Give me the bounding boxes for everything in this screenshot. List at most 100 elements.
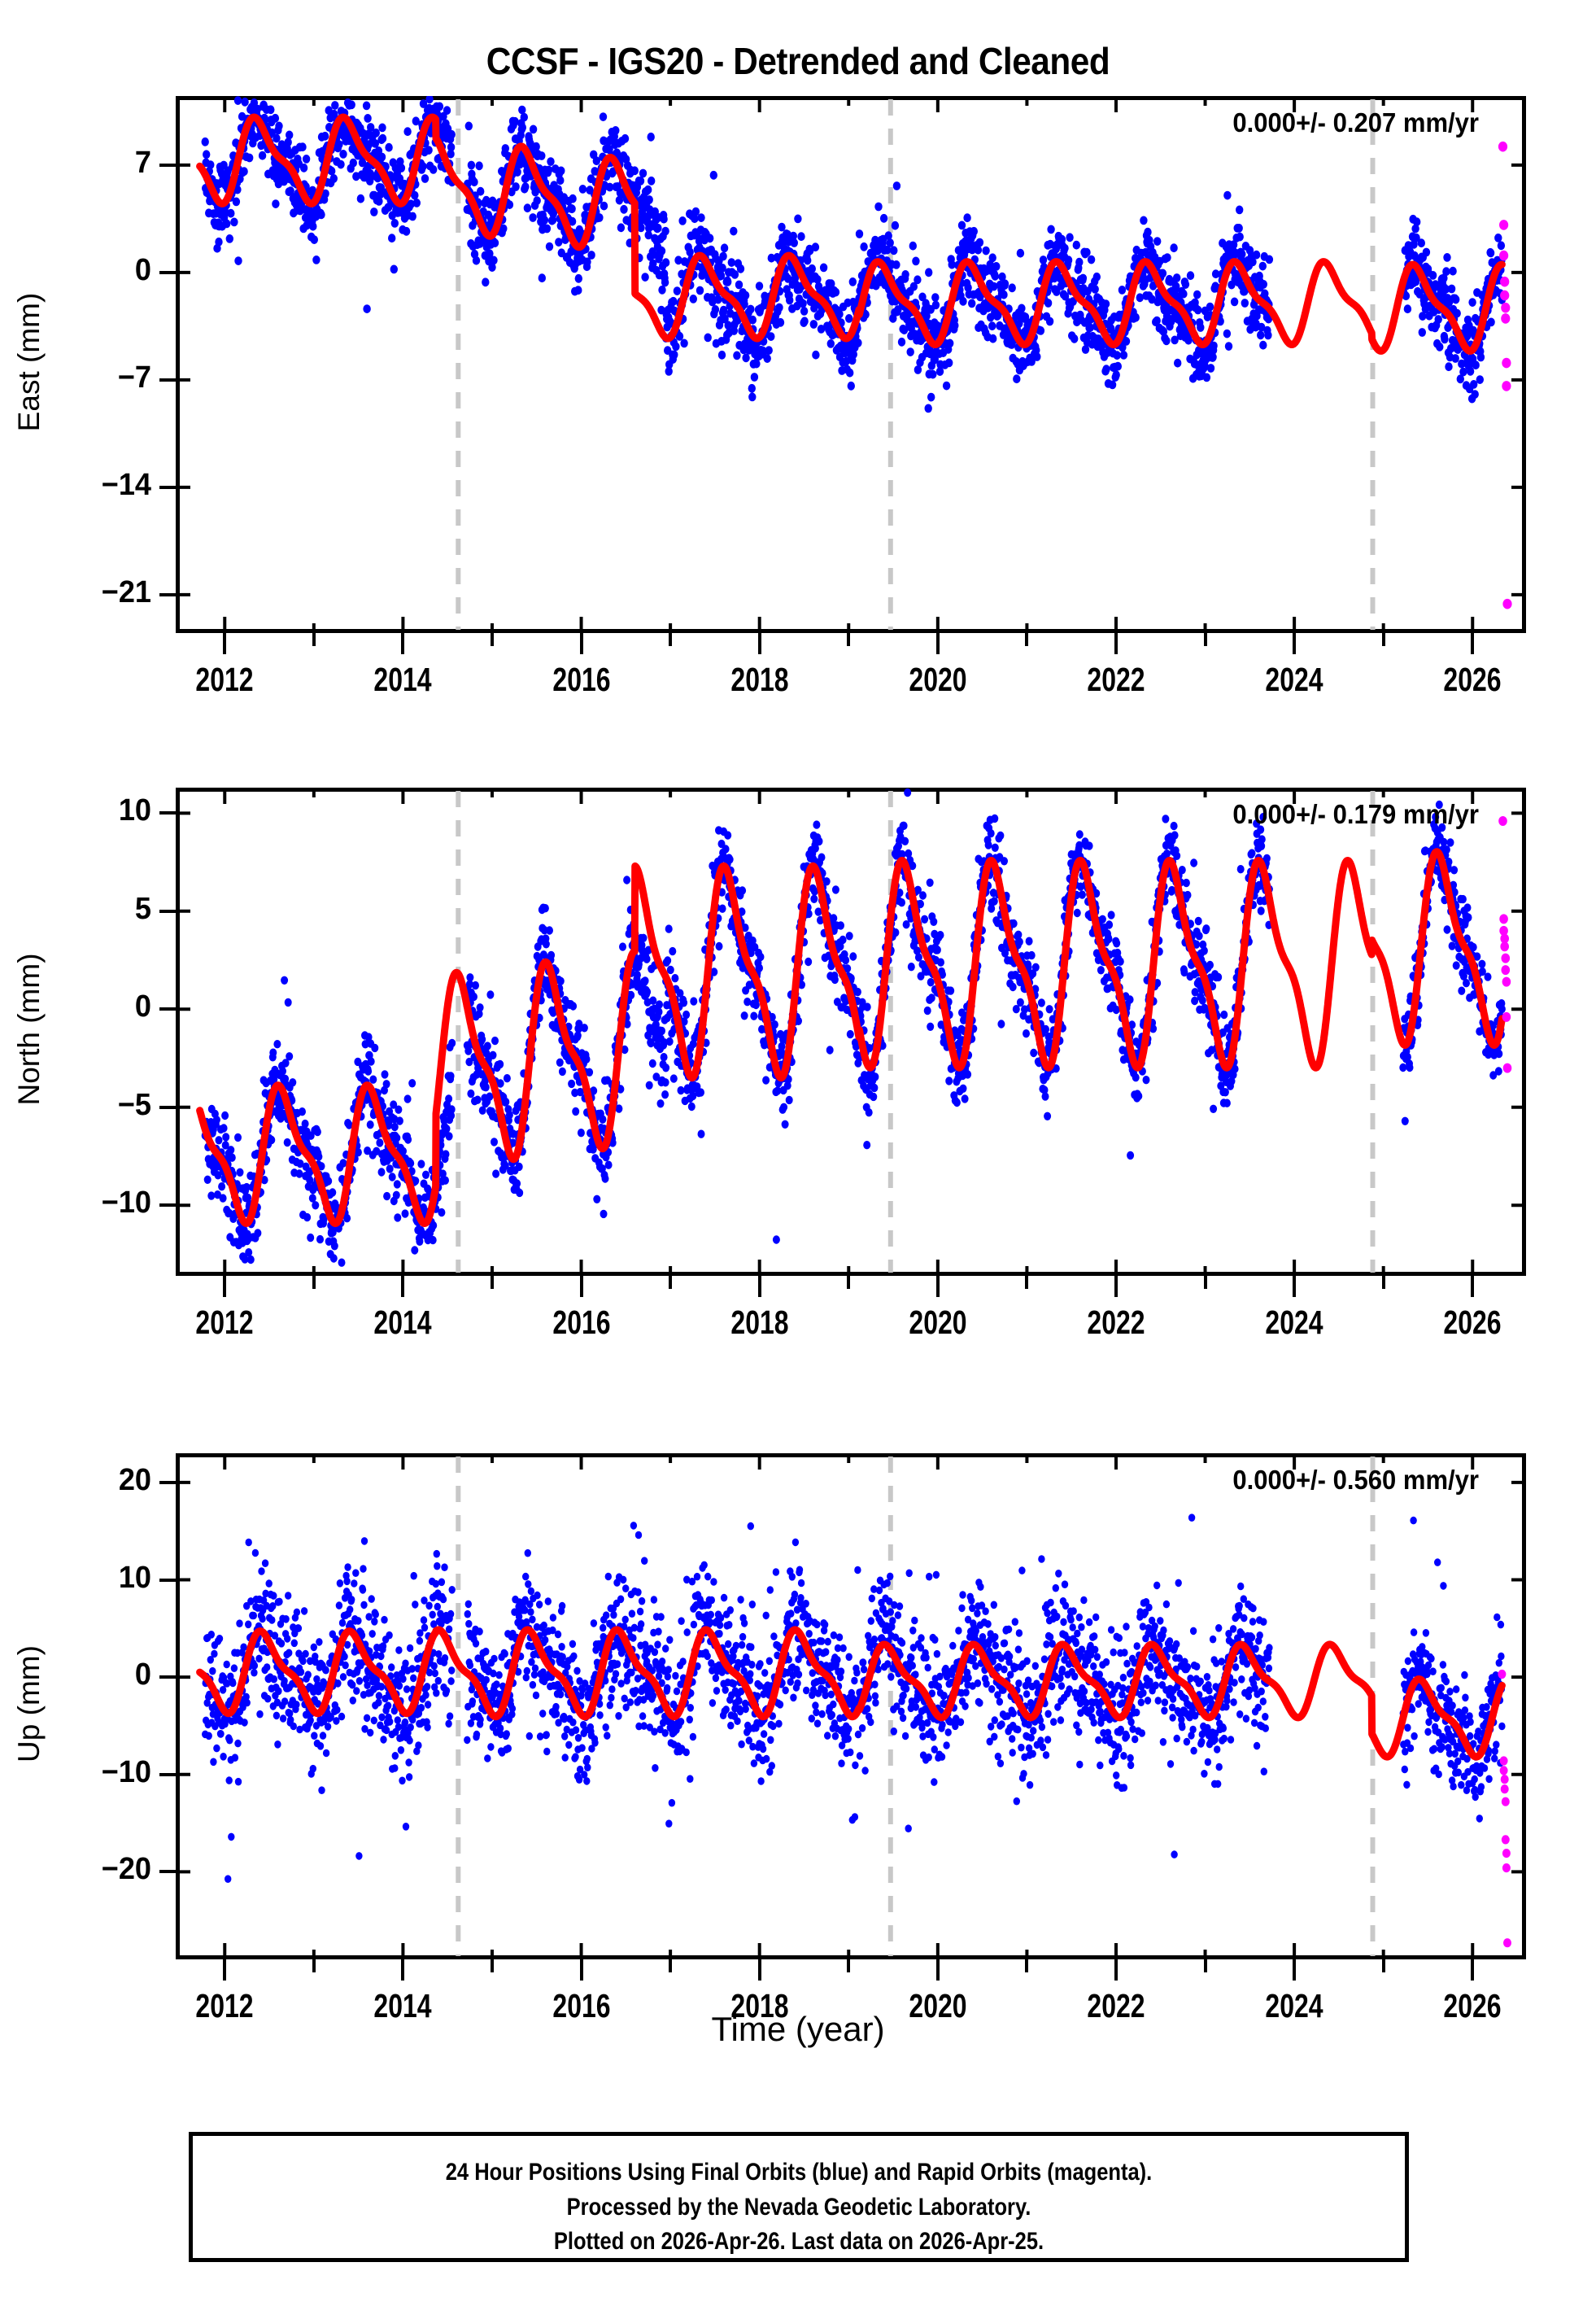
x-tick-mark (757, 1959, 761, 1981)
x-minor-tick-mark (847, 1959, 851, 1972)
x-minor-tick-mark (1381, 1276, 1385, 1289)
x-tick-mark (1471, 633, 1475, 654)
x-tick-mark (1293, 1959, 1297, 1981)
x-tick-mark (1471, 1276, 1475, 1297)
x-tick-mark (757, 1276, 761, 1297)
figure-title: CCSF - IGS20 - Detrended and Cleaned (486, 40, 1110, 82)
x-tick-label: 2020 (909, 1304, 967, 1341)
y-axis-title-north: North (mm) (12, 953, 46, 1106)
footer-line-2: Processed by the Nevada Geodetic Laborat… (566, 2193, 1031, 2221)
x-tick-label: 2024 (1265, 1304, 1323, 1341)
x-minor-tick-mark (669, 1276, 673, 1289)
y-tick-label: 10 (118, 793, 151, 828)
panel-north-rate-annotation: 0.000+/- 0.179 mm/yr (1232, 799, 1479, 829)
y-tick-mark (159, 909, 176, 913)
x-minor-tick-mark (1025, 1959, 1029, 1972)
y-tick-label: −10 (101, 1754, 151, 1789)
x-tick-mark (579, 633, 583, 654)
y-tick-mark (159, 163, 176, 167)
y-tick-label: −10 (101, 1186, 151, 1221)
x-tick-label: 2016 (552, 661, 611, 698)
x-tick-mark (401, 1959, 405, 1981)
y-tick-label: −5 (117, 1087, 151, 1122)
x-tick-label: 2026 (1443, 1304, 1502, 1341)
panel-east-rate-annotation: 0.000+/- 0.207 mm/yr (1232, 107, 1479, 138)
y-axis-title-up: Up (mm) (12, 1645, 46, 1762)
y-tick-label: 10 (118, 1560, 151, 1595)
y-tick-mark (159, 592, 176, 596)
x-tick-label: 2022 (1087, 661, 1145, 698)
x-tick-mark (579, 1959, 583, 1981)
y-tick-mark (159, 811, 176, 815)
x-minor-tick-mark (847, 633, 851, 646)
x-tick-label: 2016 (552, 1987, 611, 2024)
x-axis-title: Time (year) (711, 2010, 885, 2048)
panel-east: 0.000+/- 0.207 mm/yr (176, 96, 1526, 633)
x-tick-label: 2016 (552, 1304, 611, 1341)
figure-footer: 24 Hour Positions Using Final Orbits (bl… (189, 2132, 1409, 2262)
footer-line-1: 24 Hour Positions Using Final Orbits (bl… (445, 2159, 1153, 2186)
y-tick-label: −14 (101, 467, 151, 502)
x-tick-mark (1114, 1276, 1118, 1297)
panel-east-plot (176, 96, 1526, 633)
x-minor-tick-mark (1025, 633, 1029, 646)
y-tick-mark (159, 270, 176, 274)
x-minor-tick-mark (669, 633, 673, 646)
x-tick-label: 2014 (373, 1987, 432, 2024)
x-tick-mark (935, 1959, 940, 1981)
x-minor-tick-mark (312, 1959, 316, 1972)
x-tick-label: 2026 (1443, 661, 1502, 698)
y-tick-label: −21 (101, 574, 151, 609)
x-tick-mark (223, 633, 227, 654)
x-tick-mark (1293, 1276, 1297, 1297)
y-tick-label: 7 (134, 145, 151, 180)
x-tick-mark (579, 1276, 583, 1297)
panel-up-rate-annotation: 0.000+/- 0.560 mm/yr (1232, 1465, 1479, 1495)
x-tick-label: 2014 (373, 1304, 432, 1341)
y-tick-mark (159, 1772, 176, 1776)
x-tick-mark (1293, 633, 1297, 654)
x-minor-tick-mark (312, 1276, 316, 1289)
x-tick-label: 2026 (1443, 1987, 1502, 2024)
x-minor-tick-mark (1381, 633, 1385, 646)
y-tick-mark (159, 485, 176, 489)
x-tick-label: 2022 (1087, 1987, 1145, 2024)
x-tick-mark (757, 633, 761, 654)
y-tick-label: 0 (134, 1657, 151, 1692)
y-tick-label: −7 (117, 360, 151, 395)
x-tick-mark (1471, 1959, 1475, 1981)
y-tick-mark (159, 1870, 176, 1874)
y-tick-mark (159, 378, 176, 382)
x-tick-label: 2018 (730, 661, 789, 698)
x-minor-tick-mark (847, 1276, 851, 1289)
x-tick-label: 2018 (730, 1304, 789, 1341)
y-tick-mark (159, 1007, 176, 1011)
x-tick-mark (935, 633, 940, 654)
y-tick-mark (159, 1480, 176, 1484)
x-minor-tick-mark (1203, 1959, 1207, 1972)
x-minor-tick-mark (1381, 1959, 1385, 1972)
x-tick-label: 2024 (1265, 1987, 1323, 2024)
x-tick-label: 2012 (195, 1987, 254, 2024)
y-tick-mark (159, 1675, 176, 1679)
y-tick-mark (159, 1105, 176, 1109)
x-tick-label: 2012 (195, 661, 254, 698)
x-minor-tick-mark (490, 633, 494, 646)
panel-up-plot (176, 1453, 1526, 1959)
x-tick-label: 2018 (730, 1987, 789, 2024)
x-tick-mark (935, 1276, 940, 1297)
y-tick-mark (159, 1203, 176, 1208)
x-minor-tick-mark (312, 633, 316, 646)
x-minor-tick-mark (1203, 633, 1207, 646)
x-minor-tick-mark (490, 1959, 494, 1972)
x-tick-label: 2020 (909, 1987, 967, 2024)
x-tick-mark (223, 1959, 227, 1981)
x-tick-mark (223, 1276, 227, 1297)
x-minor-tick-mark (669, 1959, 673, 1972)
x-tick-label: 2012 (195, 1304, 254, 1341)
footer-line-3: Plotted on 2026-Apr-26. Last data on 202… (553, 2228, 1044, 2256)
panel-north: 0.000+/- 0.179 mm/yr (176, 788, 1526, 1276)
y-tick-label: 0 (134, 252, 151, 287)
x-tick-label: 2020 (909, 661, 967, 698)
